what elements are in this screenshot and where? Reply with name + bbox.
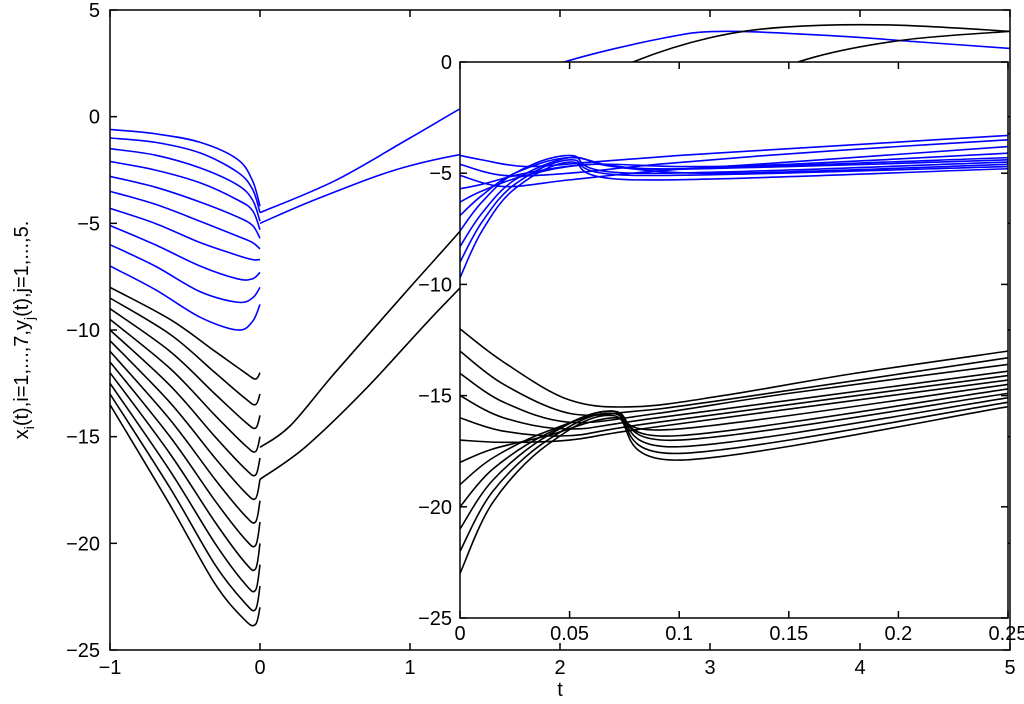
blue-curve — [110, 225, 260, 280]
black-curve — [110, 319, 260, 452]
inset-y-tick-label: −15 — [418, 386, 452, 408]
inset-x-tick-label: 0 — [454, 623, 465, 645]
x-tick-label: 2 — [554, 657, 565, 679]
black-curve — [110, 394, 260, 611]
x-tick-label: 5 — [1004, 657, 1015, 679]
inset-x-tick-label: 0.15 — [769, 623, 808, 645]
inset-y-tick-label: −25 — [418, 608, 452, 630]
inset-x-tick-label: 0.25 — [989, 623, 1024, 645]
chart-svg: −1012345−25−20−15−10−505txi(t),i=1,...,7… — [0, 0, 1024, 704]
y-axis-label: xi(t),i=1,...,7,yj(t),j=1,...,5. — [11, 221, 37, 440]
x-tick-label: 3 — [704, 657, 715, 679]
x-tick-label: 0 — [254, 657, 265, 679]
inset-y-tick-label: 0 — [441, 52, 452, 74]
inset-x-tick-label: 0.05 — [550, 623, 589, 645]
y-tick-label: 0 — [89, 107, 100, 129]
y-tick-label: −10 — [66, 320, 100, 342]
x-tick-label: 4 — [854, 657, 865, 679]
chart-container: −1012345−25−20−15−10−505txi(t),i=1,...,7… — [0, 0, 1024, 704]
x-tick-label: −1 — [99, 657, 122, 679]
y-tick-label: −20 — [66, 533, 100, 555]
x-axis-label: t — [557, 679, 563, 701]
inset-y-tick-label: −20 — [418, 497, 452, 519]
blue-curve — [110, 138, 260, 213]
inset-y-tick-label: −10 — [418, 274, 452, 296]
inset-x-tick-label: 0.1 — [665, 623, 693, 645]
inset-y-tick-label: −5 — [429, 163, 452, 185]
inset-x-tick-label: 0.2 — [884, 623, 912, 645]
black-curve — [110, 309, 260, 429]
y-tick-label: −25 — [66, 640, 100, 662]
blue-curve — [110, 129, 260, 206]
y-tick-label: −5 — [77, 213, 100, 235]
y-tick-label: −15 — [66, 427, 100, 449]
x-tick-label: 1 — [404, 657, 415, 679]
blue-curve — [110, 245, 260, 303]
y-tick-label: 5 — [89, 0, 100, 22]
black-curve — [110, 362, 260, 547]
